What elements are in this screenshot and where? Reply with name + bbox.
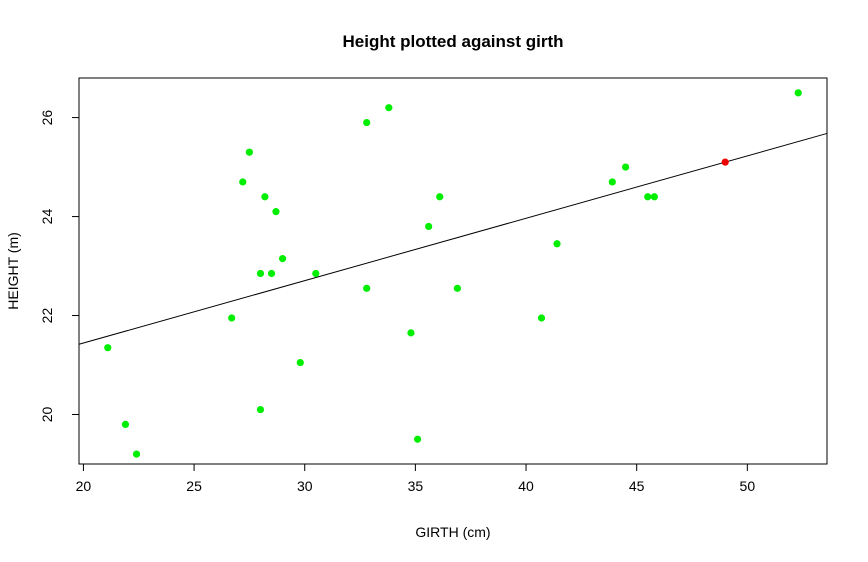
data-point (385, 104, 393, 112)
data-point (104, 344, 112, 352)
data-point (278, 255, 287, 263)
data-point (267, 269, 276, 278)
y-tick-label: 20 (39, 407, 55, 423)
data-point (363, 284, 371, 292)
data-point (121, 420, 130, 429)
x-tick-label: 40 (518, 478, 534, 494)
y-tick-label: 26 (39, 110, 55, 126)
data-point (608, 178, 616, 186)
data-point (650, 193, 658, 201)
x-tick-label: 50 (740, 478, 756, 494)
data-point (272, 208, 280, 216)
x-tick-label: 45 (629, 478, 645, 494)
data-point (622, 163, 630, 171)
data-point (425, 222, 433, 231)
data-point (296, 358, 304, 367)
data-point (794, 89, 802, 97)
y-tick-label: 24 (39, 209, 55, 225)
data-point (261, 193, 269, 201)
highlighted-data-point (721, 158, 729, 166)
regression-line (78, 132, 828, 345)
x-axis: 20 25 30 35 40 45 50 (76, 463, 756, 494)
data-point (245, 148, 254, 156)
data-point (363, 118, 371, 127)
plot-frame (78, 77, 828, 465)
data-point (239, 178, 247, 186)
data-point (132, 450, 141, 458)
data-point (453, 284, 462, 292)
y-tick-label: 22 (39, 308, 55, 324)
y-axis-label: HEIGHT (m) (5, 232, 21, 310)
x-axis-label: GIRTH (cm) (415, 524, 490, 540)
data-point (413, 435, 422, 443)
x-tick-label: 30 (297, 478, 313, 494)
regression-line-layer (78, 132, 828, 345)
data-point (256, 405, 265, 414)
data-point (553, 240, 561, 248)
y-axis: 20 22 24 26 (39, 110, 80, 423)
x-tick-label: 35 (408, 478, 424, 494)
points-layer (104, 89, 802, 458)
data-point (407, 329, 415, 337)
chart-title: Height plotted against girth (343, 32, 564, 51)
data-point (312, 269, 320, 278)
data-point (436, 193, 444, 201)
x-tick-label: 25 (186, 478, 202, 494)
data-point (256, 269, 265, 278)
data-point (537, 314, 546, 322)
data-point (644, 193, 652, 201)
data-point (228, 314, 236, 322)
x-tick-label: 20 (76, 478, 92, 494)
